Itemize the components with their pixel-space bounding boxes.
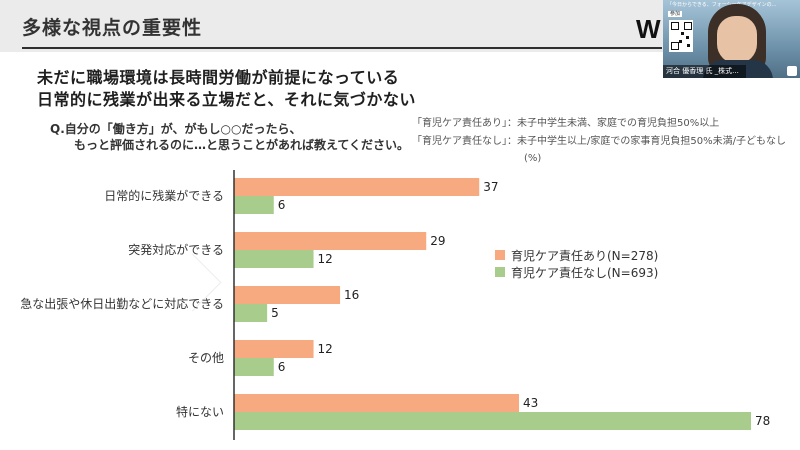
headline-line-1: 未だに職場環境は長時間労働が前提になっている	[37, 68, 400, 87]
question-line-1: Q.自分の「働き方」が、がもし○○だったら、	[50, 122, 302, 136]
video-badge: 参加	[668, 11, 682, 17]
category-label: その他	[188, 351, 224, 365]
bar	[234, 286, 341, 304]
bar	[234, 232, 427, 250]
data-label: 29	[430, 234, 445, 248]
bar	[234, 304, 268, 322]
bar	[234, 340, 314, 358]
company-logo: W	[636, 14, 661, 44]
category-label: 突発対応ができる	[128, 242, 224, 257]
speaker-name-label: 河合 優香理 氏 _株式...	[663, 65, 746, 78]
data-label: 6	[278, 198, 286, 212]
speaker-face	[717, 16, 757, 64]
data-label: 78	[755, 414, 770, 428]
bar	[234, 250, 314, 268]
category-label: 急な出張や休日出勤などに対応できる	[20, 296, 224, 311]
legend-label: 育児ケア責任なし(N=693)	[511, 265, 658, 280]
category-label: 日常的に残業ができる	[104, 188, 224, 203]
unit-label: (%)	[524, 153, 542, 164]
data-label: 16	[344, 288, 359, 302]
headline-line-2: 日常的に残業が出来る立場だと、それに気づかない	[37, 90, 416, 109]
data-label: 43	[523, 396, 538, 410]
legend-swatch	[495, 267, 505, 277]
bar	[234, 196, 274, 214]
legend-note-line-2: 「育児ケア責任なし」：未子中学生以上/家庭での家事育児負担50%未満/子どもなし	[412, 136, 786, 147]
slide-title: 多様な視点の重要性	[22, 17, 203, 39]
microphone-icon[interactable]	[787, 66, 797, 76]
data-label: 12	[318, 342, 333, 356]
legend-swatch	[495, 250, 505, 260]
bar	[234, 358, 274, 376]
legend-note-line-1: 「育児ケア責任あり」：未子中学生未満、家庭での育児負担50%以上	[412, 118, 720, 129]
category-label: 特にない	[176, 404, 224, 419]
video-tile[interactable]: 「今日からできる、フォーシーケアデザインの... 参加 河合 優香理 氏 _株式…	[663, 0, 800, 78]
data-label: 12	[318, 252, 333, 266]
question-line-2: もっと評価されるのに…と思うことがあれば教えてください。	[74, 138, 410, 152]
bar	[234, 394, 520, 412]
video-caption: 「今日からできる、フォーシーケアデザインの...	[667, 2, 777, 8]
legend-label: 育児ケア責任あり(N=278)	[511, 248, 658, 263]
bar	[234, 178, 480, 196]
qr-code-icon	[669, 20, 693, 52]
data-label: 6	[278, 360, 286, 374]
bar	[234, 412, 751, 430]
header-divider	[22, 47, 662, 49]
data-label: 5	[271, 306, 279, 320]
data-label: 37	[483, 180, 498, 194]
